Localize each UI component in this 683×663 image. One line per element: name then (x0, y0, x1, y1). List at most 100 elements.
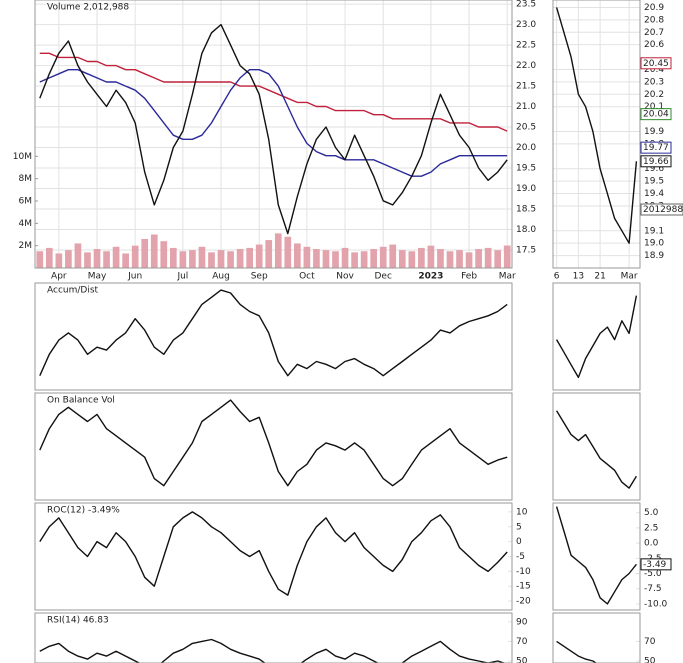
value-tag-label: -3.49 (643, 560, 667, 570)
y-tick-label: 21.5 (516, 82, 536, 92)
plot-area (556, 640, 640, 663)
volume-bar (360, 251, 368, 268)
y-tick-label: -5.0 (644, 569, 662, 579)
volume-bar (246, 247, 253, 268)
y2-tick-label: 10M (13, 152, 32, 162)
volume-bar (398, 250, 406, 268)
panel-frame (34, 282, 513, 391)
volume-bar (131, 245, 139, 268)
volume-bar (503, 245, 511, 268)
volume-bar (322, 250, 330, 268)
y-tick-label: -7.5 (644, 584, 662, 594)
x-tick-label: 13 (573, 272, 584, 282)
volume-bar (65, 250, 72, 268)
y-tick-label: 50 (644, 657, 656, 663)
y-tick-label: 0.0 (644, 539, 659, 549)
y-tick-label: 19.5 (644, 177, 664, 187)
y-tick-label: 5 (516, 522, 522, 532)
price-tag-label: 20.04 (643, 110, 669, 120)
y2-tick-label: 2M (19, 241, 33, 251)
volume-bar (437, 249, 444, 268)
y-tick-label: -15 (516, 582, 531, 592)
panel-frame (552, 612, 641, 663)
y-tick-label: 17.5 (516, 245, 536, 255)
volume-bar (484, 247, 492, 268)
volume-bar (169, 247, 177, 268)
value-tag (640, 558, 672, 571)
volume-bar (313, 249, 320, 268)
series-line (39, 638, 507, 663)
series-line (39, 399, 508, 487)
y-tick-label: 23.5 (516, 0, 536, 10)
plot-area (556, 410, 637, 489)
volume-bar (465, 252, 473, 268)
price-tag-label: 20.45 (643, 59, 669, 69)
plot-area (555, 295, 638, 379)
y-tick-label: 18.9 (644, 251, 664, 261)
y-tick-label: -10 (516, 567, 531, 577)
plot-area (553, 0, 640, 268)
x-tick-label: Mar (621, 272, 638, 282)
y-tick-label: 22.5 (516, 41, 536, 51)
volume-bar (303, 246, 311, 268)
panel-frame (34, 612, 513, 663)
plot-area (35, 0, 512, 268)
volume-bar (217, 250, 225, 268)
y-tick-label: 70 (644, 637, 656, 647)
volume-bar (45, 247, 53, 268)
price-tag-label: 19.77 (643, 143, 669, 153)
y-tick-label: -20 (516, 597, 531, 607)
plot-area (39, 399, 508, 487)
volume-bar (475, 249, 482, 268)
panel-frame (552, 392, 641, 501)
series-line (39, 511, 508, 596)
plot-area (39, 621, 512, 663)
series-line (555, 7, 638, 244)
y-tick-label: 2.5 (644, 523, 658, 533)
y2-tick-label: 6M (19, 197, 33, 207)
price-tag (640, 57, 672, 70)
x-tick-label: Dec (374, 272, 391, 282)
y-tick-label: 10 (516, 507, 528, 517)
x-tick-label: 21 (594, 272, 605, 282)
series-line (39, 289, 508, 377)
volume-bar (227, 251, 234, 268)
y-tick-label: 22.0 (516, 61, 536, 71)
x-tick-label: Aug (212, 272, 230, 282)
volume-bar (284, 236, 292, 268)
x-tick-label: Mar (499, 272, 516, 282)
y-tick-label: 19.0 (516, 184, 536, 194)
volume-bar (84, 252, 91, 268)
y-tick-label: 70 (516, 637, 528, 647)
series-line (39, 52, 508, 132)
volume-bar (408, 251, 416, 268)
volume-bar (122, 253, 129, 268)
y-tick-label: 23.0 (516, 20, 536, 30)
y-tick-label: 20.9 (644, 3, 664, 13)
volume-bar (112, 246, 120, 268)
volume-bar (351, 252, 358, 268)
x-tick-label: Jun (127, 272, 142, 282)
y-tick-label: 19.4 (644, 189, 664, 199)
y-tick-label: 20.4 (644, 65, 664, 75)
volume-bar (341, 247, 349, 268)
volume-bar (255, 244, 263, 268)
volume-bar (141, 238, 149, 268)
y-tick-label: 20.6 (644, 40, 664, 50)
series-line (556, 640, 598, 663)
volume-bar (198, 246, 206, 268)
x-tick-label: 2023 (418, 272, 443, 282)
volume-bar (208, 252, 215, 268)
volume-bar (189, 250, 196, 268)
panel-frame (34, 392, 513, 501)
series-line (39, 69, 508, 177)
y-tick-label: 5.0 (644, 508, 659, 518)
panel-frame (552, 0, 641, 269)
y-tick-label: 20.0 (516, 143, 536, 153)
volume-bar (55, 253, 63, 268)
plot-area (39, 289, 508, 377)
series-line (555, 506, 637, 605)
y-tick-label: 20.7 (644, 28, 664, 38)
price-tag-label: 19.66 (643, 157, 669, 167)
